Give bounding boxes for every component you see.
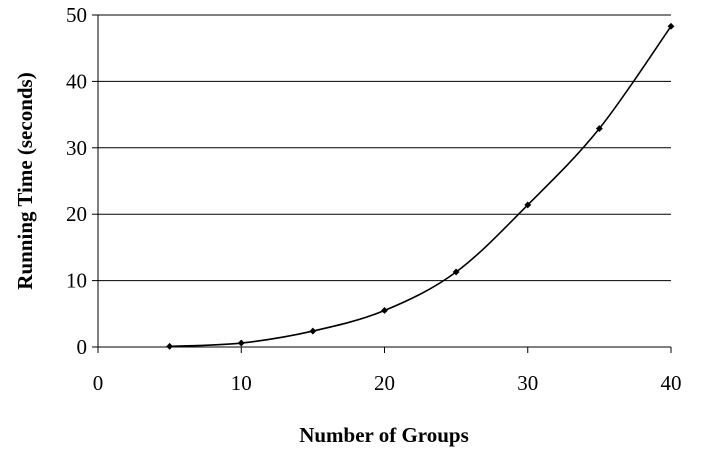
y-tick-label-0: 0 — [77, 335, 88, 359]
data-point-10 — [237, 339, 245, 347]
y-tick-label-20: 20 — [66, 202, 87, 226]
series-layer — [166, 22, 675, 350]
data-point-30 — [524, 201, 532, 209]
x-tick-label-0: 0 — [93, 371, 104, 395]
x-tick-label-20: 20 — [374, 371, 395, 395]
x-tick-label-10: 10 — [231, 371, 252, 395]
data-point-35 — [595, 125, 603, 132]
data-point-5 — [166, 342, 174, 350]
data-point-40 — [667, 22, 675, 30]
x-tick-labels: 0 10 20 30 40 — [93, 371, 682, 395]
y-tick-label-10: 10 — [66, 269, 87, 293]
y-axis-title: Running Time (seconds) — [13, 72, 37, 289]
x-tick-label-40: 40 — [661, 371, 682, 395]
x-tick-label-30: 30 — [517, 371, 538, 395]
grid — [98, 14, 671, 282]
y-tick-label-50: 50 — [66, 3, 87, 27]
y-tick-label-40: 40 — [66, 69, 87, 93]
data-point-15 — [309, 327, 317, 335]
y-tick-labels: 0 10 20 30 40 50 — [66, 3, 87, 359]
data-point-20 — [381, 307, 388, 314]
axes — [92, 14, 672, 353]
series-line-0 — [169, 25, 672, 348]
y-tick-label-30: 30 — [66, 136, 87, 160]
data-point-25 — [452, 268, 460, 276]
x-axis-title: Number of Groups — [299, 423, 469, 447]
